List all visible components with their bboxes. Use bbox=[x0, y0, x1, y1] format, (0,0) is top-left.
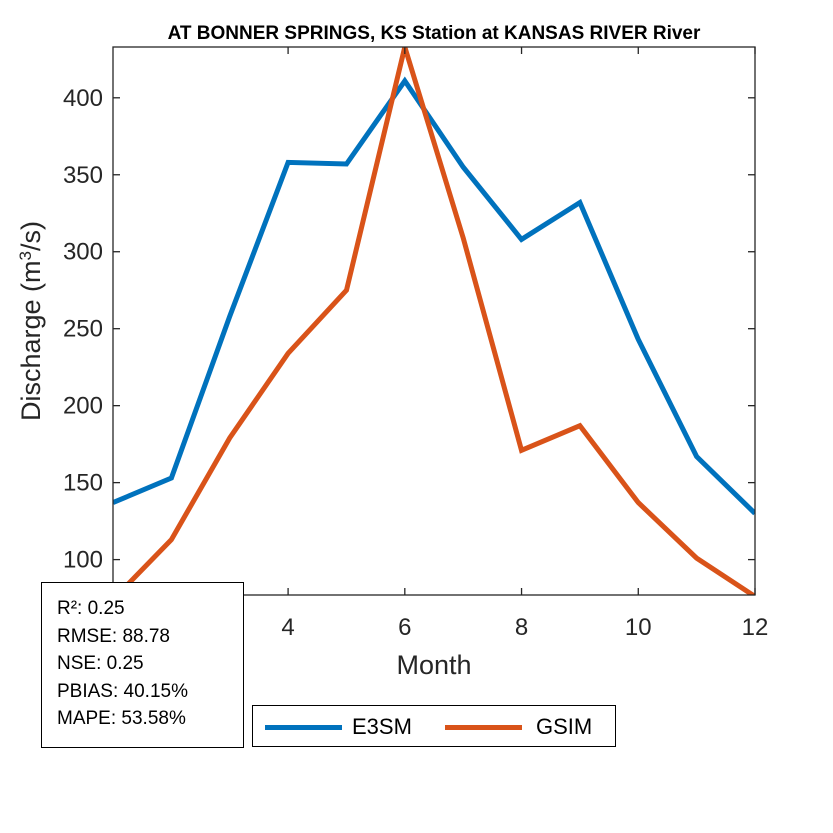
data-point-gsim bbox=[346, 290, 347, 291]
data-point-gsim bbox=[288, 353, 289, 354]
stat-mape: MAPE: 53.58% bbox=[57, 708, 186, 729]
y-tick-label: 400 bbox=[63, 85, 103, 112]
legend-label-e3sm: E3SM bbox=[352, 714, 412, 739]
legend-label-gsim: GSIM bbox=[536, 714, 593, 739]
x-tick-label: 12 bbox=[742, 614, 769, 641]
data-point-e3sm bbox=[346, 164, 347, 165]
legend: E3SM GSIM bbox=[252, 705, 616, 747]
x-axis-label: Month bbox=[396, 650, 471, 680]
stat-nse: NSE: 0.25 bbox=[57, 653, 144, 674]
data-point-e3sm bbox=[579, 202, 580, 203]
series-line-gsim bbox=[113, 47, 755, 595]
legend-line-gsim bbox=[445, 725, 522, 730]
x-tick-label: 8 bbox=[515, 614, 528, 641]
y-tick-label: 100 bbox=[63, 547, 103, 574]
data-point-gsim bbox=[638, 502, 639, 503]
x-tick-label: 10 bbox=[625, 614, 652, 641]
stat-rmse: RMSE: 88.78 bbox=[57, 625, 170, 647]
stat-r2: R²: 0.25 bbox=[57, 598, 125, 619]
data-point-gsim bbox=[521, 450, 522, 451]
plot-area bbox=[113, 47, 755, 595]
y-tick-label: 350 bbox=[63, 162, 103, 189]
data-point-gsim bbox=[696, 558, 697, 559]
data-point-e3sm bbox=[638, 339, 639, 340]
data-point-gsim bbox=[229, 438, 230, 439]
x-tick-label: 4 bbox=[281, 614, 294, 641]
data-point-e3sm bbox=[463, 167, 464, 168]
y-axis-label: Discharge (m3/s) bbox=[16, 221, 47, 421]
data-point-gsim bbox=[579, 425, 580, 426]
axes-frame bbox=[112, 46, 756, 596]
data-point-e3sm bbox=[696, 456, 697, 457]
y-tick-label: 200 bbox=[63, 393, 103, 420]
stats-box: R²: 0.25 RMSE: 88.78 NSE: 0.25 PBIAS: 40… bbox=[41, 582, 244, 748]
data-point-e3sm bbox=[288, 162, 289, 163]
y-tick-label: 150 bbox=[63, 470, 103, 497]
stat-pbias: PBIAS: 40.15% bbox=[57, 680, 188, 702]
series-line-e3sm bbox=[113, 76, 755, 516]
legend-line-e3sm bbox=[265, 725, 342, 730]
chart-title: AT BONNER SPRINGS, KS Station at KANSAS … bbox=[168, 23, 701, 44]
x-tick-label: 6 bbox=[398, 614, 411, 641]
data-point-gsim bbox=[171, 539, 172, 540]
y-tick-label: 250 bbox=[63, 316, 103, 343]
data-point-gsim bbox=[463, 237, 464, 238]
y-tick-label: 300 bbox=[63, 239, 103, 266]
data-point-e3sm bbox=[404, 80, 405, 81]
data-point-e3sm bbox=[229, 316, 230, 317]
data-point-gsim bbox=[755, 596, 756, 597]
data-point-e3sm bbox=[521, 239, 522, 240]
data-point-e3sm bbox=[171, 478, 172, 479]
